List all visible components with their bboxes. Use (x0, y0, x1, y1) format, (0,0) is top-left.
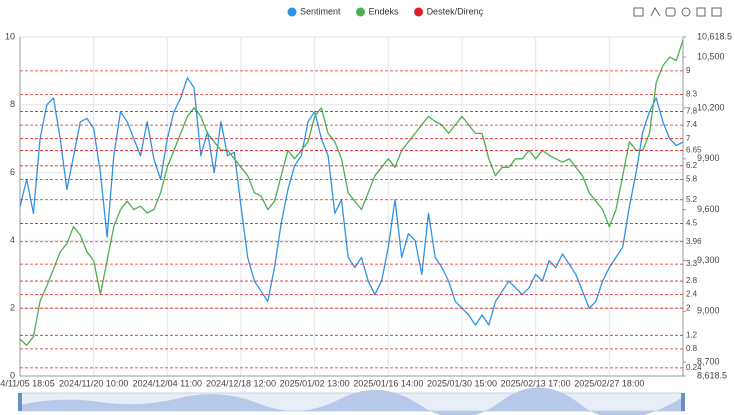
toolbox[interactable] (633, 6, 722, 17)
y2-tick-label: 10,200 (697, 102, 725, 112)
legend-label: Destek/Direnç (427, 6, 484, 16)
level-label: 7 (686, 134, 691, 143)
x-tick-label: 2024/12/18 12:00 (206, 378, 276, 388)
y-tick-label: 8 (10, 99, 15, 109)
x-tick-label: 2025/01/02 13:00 (280, 378, 350, 388)
level-label: 2 (686, 303, 691, 312)
x-tick-label: 2024/11/05 18:05 (0, 378, 55, 388)
level-label: 1.2 (686, 330, 698, 339)
legend-label: Endeks (369, 6, 400, 16)
series-line (19, 77, 684, 326)
level-label: 3.3 (686, 259, 698, 268)
level-label: 7.8 (686, 107, 698, 116)
zoom-back-icon[interactable] (650, 6, 661, 17)
y2-tick-label: 8,618.5 (697, 370, 727, 380)
level-label: 3.96 (686, 237, 702, 246)
y2-tick-label: 9,900 (697, 153, 720, 163)
y2-tick-label: 10,500 (697, 51, 725, 61)
restore-icon[interactable] (665, 7, 676, 17)
x-tick-label: 2025/01/16 14:00 (353, 378, 423, 388)
y-tick-label: 10 (5, 31, 15, 41)
level-label: 8.3 (686, 90, 698, 99)
level-label: 4.5 (686, 219, 698, 228)
data-view-icon[interactable] (696, 7, 706, 17)
legend-swatch (356, 7, 366, 17)
y2-tick-label: 9,000 (697, 306, 720, 316)
legend-swatch (287, 7, 297, 17)
y-tick-label: 2 (10, 303, 15, 313)
level-label: 7.4 (686, 120, 698, 129)
y-tick-label: 6 (10, 167, 15, 177)
legend: Sentiment Endeks Destek/Direnç (287, 6, 484, 17)
y2-tick-label: 10,618.5 (697, 31, 732, 41)
level-label: 2.4 (686, 290, 698, 299)
level-label: 0.24 (686, 363, 702, 372)
level-label: 0.8 (686, 344, 698, 353)
level-label: 9 (686, 66, 691, 75)
save-icon[interactable] (711, 7, 722, 17)
y-tick-label: 4 (10, 235, 15, 245)
refresh-icon[interactable] (681, 7, 691, 17)
y2-tick-label: 9,600 (697, 204, 720, 214)
legend-label: Sentiment (300, 6, 341, 16)
level-label: 2.8 (686, 276, 698, 285)
series-line (19, 39, 684, 346)
x-tick-label: 2025/01/30 15:00 (427, 378, 497, 388)
x-tick-label: 2025/02/13 17:00 (501, 378, 571, 388)
x-tick-label: 2024/11/20 10:00 (59, 378, 128, 388)
zoom-icon[interactable] (633, 7, 644, 17)
level-label: 5.2 (686, 195, 698, 204)
legend-swatch (414, 7, 424, 17)
x-tick-label: 2025/02/27 18:00 (574, 378, 644, 388)
y2-tick-label: 8,700 (697, 357, 720, 367)
level-label: 6.65 (686, 146, 702, 155)
level-label: 5.8 (686, 174, 698, 183)
y2-tick-label: 9,300 (697, 255, 720, 265)
zoom-handle[interactable] (18, 393, 22, 411)
zoom-preview (20, 387, 683, 415)
level-label: 6.2 (686, 161, 698, 170)
y-tick-label: 0 (10, 370, 15, 380)
x-tick-label: 2024/12/04 11:00 (133, 378, 202, 388)
data-zoom[interactable] (18, 387, 685, 415)
zoom-handle[interactable] (681, 393, 685, 411)
